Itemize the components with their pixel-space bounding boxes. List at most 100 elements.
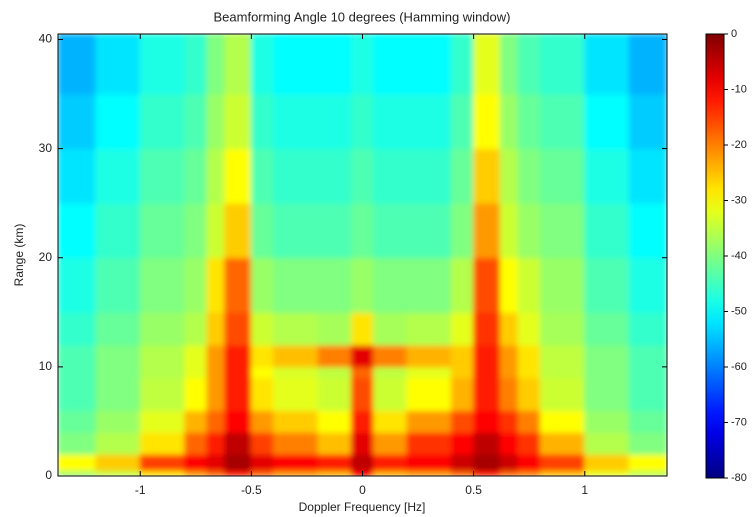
heatmap-cell [628, 410, 667, 433]
heatmap-cell [628, 366, 667, 379]
heatmap-cell [539, 202, 586, 259]
heatmap-cell [224, 34, 252, 95]
colorbar-tick-label: 0 [731, 28, 737, 40]
heatmap-cell [628, 93, 667, 150]
heatmap-cell [184, 366, 208, 379]
heatmap-cell [206, 470, 226, 476]
heatmap-cell [139, 93, 186, 150]
heatmap-cell [250, 148, 275, 204]
heatmap-cell [317, 257, 352, 313]
heatmap-cell [406, 410, 452, 433]
heatmap-cell [499, 431, 519, 455]
heatmap-cell [95, 344, 141, 368]
y-tick-label: 10 [39, 359, 53, 373]
heatmap-cell [584, 377, 630, 412]
heatmap-cell [584, 453, 630, 472]
heatmap-cell [206, 93, 226, 150]
heatmap-cell [584, 34, 630, 95]
heatmap-cell [628, 377, 667, 412]
heatmap-cell [517, 311, 541, 346]
heatmap-cell [373, 453, 408, 472]
heatmap-cell [139, 257, 186, 313]
heatmap-cell [250, 453, 275, 472]
heatmap-cell [184, 34, 208, 95]
x-tick-label: -1 [135, 483, 146, 497]
heatmap-cell [373, 93, 408, 150]
heatmap-cell [373, 311, 408, 346]
heatmap-cell [273, 311, 319, 346]
heatmap-cell [224, 431, 252, 455]
heatmap-cell [539, 410, 586, 433]
heatmap-cell [273, 377, 319, 412]
heatmap-cell [373, 34, 408, 95]
heatmap-cell [95, 148, 141, 204]
heatmap-cell [139, 377, 186, 412]
heatmap-cell [473, 93, 501, 150]
colorbar-tick-label: -50 [731, 305, 747, 317]
heatmap-cell [450, 257, 475, 313]
heatmap-cell [517, 257, 541, 313]
heatmap-cell [350, 257, 375, 313]
heatmap-cell [95, 202, 141, 259]
heatmap-cell [473, 453, 501, 472]
heatmap-cell [58, 311, 97, 346]
heatmap-cell [95, 410, 141, 433]
heatmap-cell [58, 453, 97, 472]
heatmap-cell [584, 311, 630, 346]
heatmap-cell [473, 34, 501, 95]
heatmap-cell [58, 470, 97, 476]
y-tick-label: 30 [39, 141, 53, 155]
heatmap-cell [317, 202, 352, 259]
heatmap-cell [373, 431, 408, 455]
heatmap-cell [628, 257, 667, 313]
chart-title: Beamforming Angle 10 degrees (Hamming wi… [214, 9, 511, 24]
heatmap-cell [317, 93, 352, 150]
heatmap-cell [95, 377, 141, 412]
heatmap-cell [373, 470, 408, 476]
colorbar-tick-label: -10 [731, 83, 747, 95]
heatmap-cell [95, 453, 141, 472]
heatmap-cell [350, 431, 375, 455]
heatmap-cell [95, 257, 141, 313]
heatmap-cell [273, 431, 319, 455]
heatmap-cell [539, 470, 586, 476]
heatmap-cell [58, 377, 97, 412]
heatmap-cell [184, 344, 208, 368]
heatmap-cell [317, 34, 352, 95]
heatmap-cell [250, 344, 275, 368]
heatmap-cell [628, 202, 667, 259]
heatmap-cell [350, 202, 375, 259]
heatmap-cell [350, 453, 375, 472]
heatmap-cell [224, 311, 252, 346]
heatmap-cell [628, 344, 667, 368]
heatmap-cell [317, 148, 352, 204]
heatmap-cell [139, 470, 186, 476]
heatmap-cell [273, 453, 319, 472]
heatmap-cell [406, 366, 452, 379]
heatmap-cell [406, 453, 452, 472]
y-axis-label: Range (km) [12, 224, 26, 287]
heatmap-cell [317, 344, 352, 368]
heatmap-cell [450, 470, 475, 476]
heatmap-cell [58, 148, 97, 204]
x-axis-label: Doppler Frequency [Hz] [299, 500, 426, 514]
heatmap-cell [95, 311, 141, 346]
heatmap-cell [184, 202, 208, 259]
heatmap-cell [184, 470, 208, 476]
heatmap-cell [350, 366, 375, 379]
heatmap-cell [539, 257, 586, 313]
heatmap-cell [206, 410, 226, 433]
heatmap-cell [499, 34, 519, 95]
colorbar-tick-label: -30 [731, 194, 747, 206]
heatmap-cell [273, 202, 319, 259]
heatmap-cell [539, 311, 586, 346]
heatmap-cell [273, 148, 319, 204]
heatmap-cell [450, 202, 475, 259]
heatmap-cell [539, 148, 586, 204]
heatmap-cell [317, 311, 352, 346]
heatmap-cell [517, 410, 541, 433]
heatmap-cell [95, 366, 141, 379]
heatmap-cell [58, 257, 97, 313]
heatmap-cell [139, 431, 186, 455]
heatmap-cell [273, 344, 319, 368]
